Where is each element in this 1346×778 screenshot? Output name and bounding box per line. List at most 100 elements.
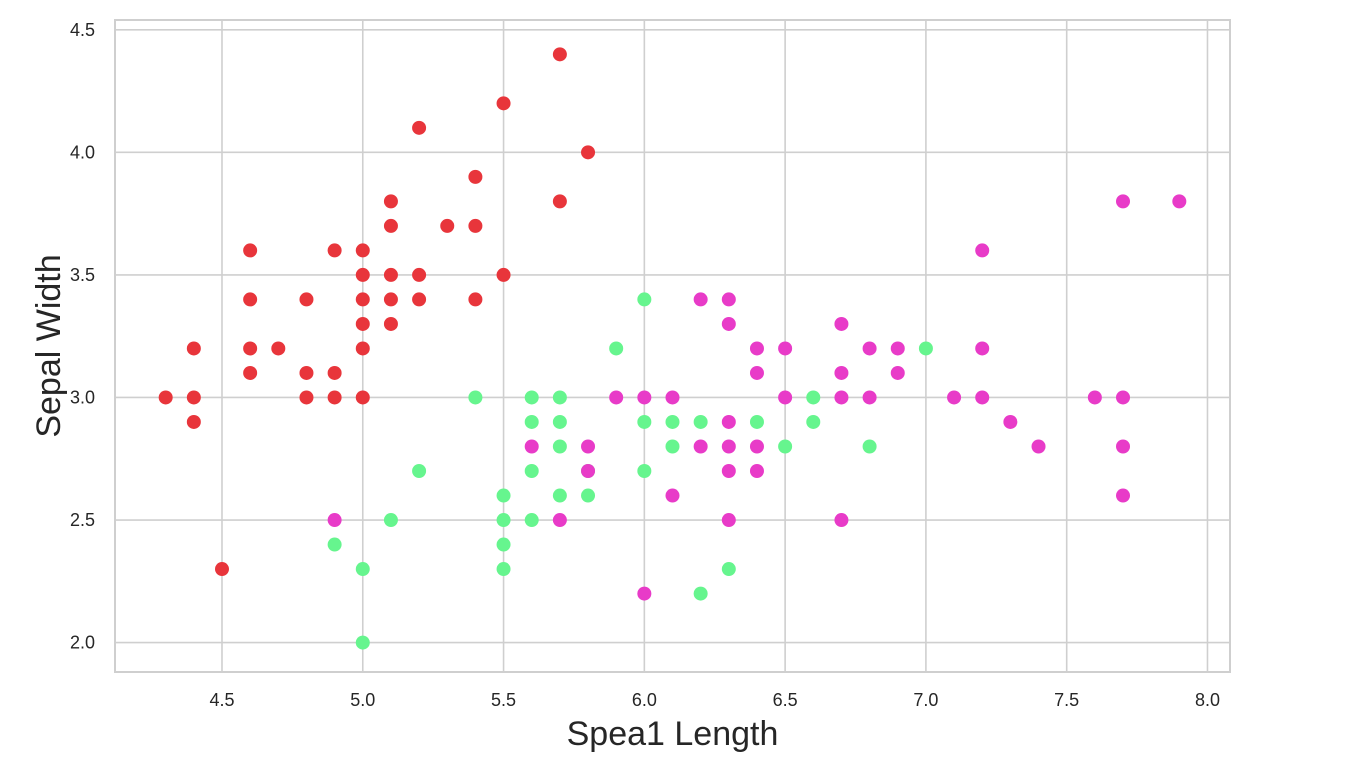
scatter-point	[947, 390, 962, 405]
scatter-point	[862, 390, 877, 405]
scatter-point	[749, 341, 764, 356]
scatter-point	[834, 316, 849, 331]
scatter-point	[412, 292, 427, 307]
scatter-point	[721, 513, 736, 528]
scatter-point	[749, 464, 764, 479]
y-tick-label: 3.0	[70, 387, 95, 407]
y-tick-label: 4.5	[70, 20, 95, 40]
scatter-point	[778, 439, 793, 454]
scatter-point	[243, 243, 258, 258]
scatter-point	[721, 292, 736, 307]
scatter-point	[496, 96, 511, 111]
scatter-point	[355, 341, 370, 356]
scatter-point	[862, 341, 877, 356]
scatter-point	[721, 439, 736, 454]
scatter-point	[806, 414, 821, 429]
scatter-point	[749, 414, 764, 429]
scatter-point	[975, 243, 990, 258]
scatter-point	[552, 47, 567, 62]
scatter-point	[581, 439, 596, 454]
x-axis-label: Spea1 Length	[567, 715, 779, 753]
scatter-point	[496, 488, 511, 503]
scatter-point	[327, 513, 342, 528]
scatter-point	[637, 390, 652, 405]
scatter-point	[214, 562, 229, 577]
scatter-point	[355, 390, 370, 405]
scatter-point	[1031, 439, 1046, 454]
scatter-point	[806, 390, 821, 405]
scatter-point	[1116, 488, 1131, 503]
y-tick-label: 3.5	[70, 265, 95, 285]
scatter-point	[552, 194, 567, 209]
scatter-point	[524, 439, 539, 454]
scatter-point	[327, 243, 342, 258]
scatter-point	[665, 414, 680, 429]
x-tick-label: 8.0	[1195, 690, 1220, 710]
scatter-point	[778, 390, 793, 405]
scatter-point	[327, 365, 342, 380]
scatter-point	[468, 292, 483, 307]
scatter-point	[186, 414, 201, 429]
scatter-point	[496, 537, 511, 552]
scatter-point	[749, 439, 764, 454]
scatter-point	[918, 341, 933, 356]
y-tick-label: 4.0	[70, 142, 95, 162]
scatter-point	[834, 390, 849, 405]
scatter-point	[496, 267, 511, 282]
y-axis-label: Sepal Width	[30, 254, 68, 437]
scatter-point	[355, 292, 370, 307]
scatter-point	[524, 464, 539, 479]
y-axis-ticks: 2.0 2.5 3.0 3.5 4.0 4.5	[70, 20, 95, 653]
scatter-point	[524, 414, 539, 429]
scatter-point	[552, 513, 567, 528]
scatter-point	[243, 292, 258, 307]
scatter-point	[975, 390, 990, 405]
scatter-point	[186, 390, 201, 405]
y-tick-label: 2.0	[70, 633, 95, 653]
scatter-point	[327, 537, 342, 552]
scatter-point	[355, 316, 370, 331]
scatter-point	[721, 562, 736, 577]
scatter-point	[355, 267, 370, 282]
scatter-point	[609, 390, 624, 405]
scatter-point	[552, 439, 567, 454]
x-tick-label: 7.5	[1054, 690, 1079, 710]
scatter-point	[581, 145, 596, 160]
scatter-point	[862, 439, 877, 454]
x-tick-label: 5.5	[491, 690, 516, 710]
scatter-point	[581, 464, 596, 479]
x-tick-label: 6.5	[773, 690, 798, 710]
scatter-point	[158, 390, 173, 405]
scatter-point	[693, 292, 708, 307]
scatter-point	[1116, 439, 1131, 454]
x-tick-label: 4.5	[209, 690, 234, 710]
x-axis-ticks: 4.5 5.0 5.5 6.0 6.5 7.0 7.5 8.0	[209, 690, 1220, 710]
scatter-point	[412, 464, 427, 479]
scatter-point	[693, 586, 708, 601]
scatter-point	[581, 488, 596, 503]
scatter-point	[468, 169, 483, 184]
scatter-point	[299, 390, 314, 405]
scatter-point	[890, 365, 905, 380]
scatter-point	[665, 488, 680, 503]
scatter-point	[412, 120, 427, 135]
scatter-point	[721, 414, 736, 429]
scatter-point	[637, 414, 652, 429]
y-tick-label: 2.5	[70, 510, 95, 530]
scatter-point	[383, 316, 398, 331]
scatter-point	[468, 390, 483, 405]
scatter-point	[383, 218, 398, 233]
scatter-point	[271, 341, 286, 356]
scatter-point	[637, 464, 652, 479]
scatter-point	[637, 586, 652, 601]
scatter-point	[890, 341, 905, 356]
scatter-point	[496, 562, 511, 577]
scatter-point	[693, 414, 708, 429]
x-tick-label: 6.0	[632, 690, 657, 710]
scatter-point	[1003, 414, 1018, 429]
scatter-point	[468, 218, 483, 233]
plot-frame	[114, 19, 1231, 673]
scatter-point	[383, 194, 398, 209]
scatter-point	[665, 390, 680, 405]
